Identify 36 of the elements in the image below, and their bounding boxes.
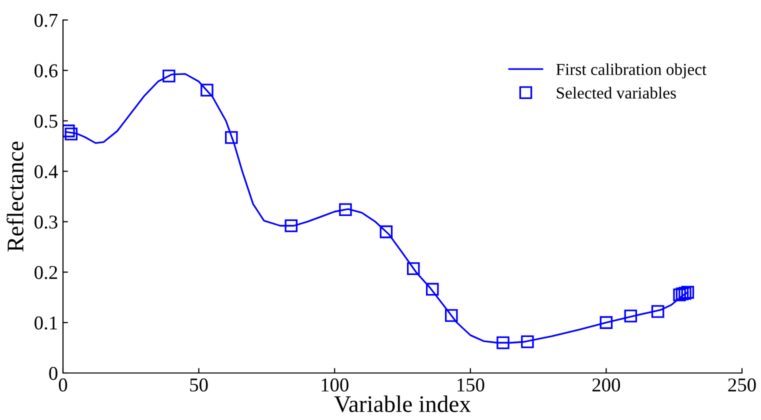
y-tick-label: 0.4 bbox=[34, 165, 58, 178]
point bbox=[64, 128, 78, 140]
point bbox=[406, 262, 420, 276]
point bbox=[63, 124, 75, 138]
point bbox=[521, 335, 534, 348]
y-tick-label: 0.6 bbox=[34, 64, 58, 78]
point bbox=[225, 131, 238, 144]
point bbox=[339, 203, 352, 216]
point bbox=[162, 70, 176, 82]
point bbox=[284, 219, 298, 232]
legend-label: First calibration object bbox=[556, 63, 707, 78]
point bbox=[651, 305, 664, 318]
x-axis-title: Variable index bbox=[334, 395, 471, 412]
y-tick-label: 0 bbox=[49, 366, 58, 380]
point bbox=[624, 310, 638, 322]
y-tick-label: 0.2 bbox=[34, 266, 58, 280]
legend-label: Selected variables bbox=[556, 86, 676, 99]
y-axis-title: Reflectance bbox=[6, 142, 24, 252]
x-tick-label: 100 bbox=[322, 378, 348, 392]
x-tick-label: 150 bbox=[458, 378, 484, 392]
x-tick-label: 50 bbox=[190, 378, 208, 392]
y-tick-label: 0.5 bbox=[34, 114, 58, 128]
y-tick-label: 0.3 bbox=[34, 216, 58, 229]
y-tick-label: 0.7 bbox=[34, 14, 58, 28]
y-tick-label: 0.1 bbox=[34, 316, 57, 330]
point bbox=[444, 309, 458, 322]
point bbox=[600, 316, 613, 329]
x-tick-label: 200 bbox=[592, 378, 620, 392]
point bbox=[200, 84, 214, 96]
point bbox=[426, 282, 439, 296]
point bbox=[380, 225, 393, 238]
point bbox=[673, 288, 686, 302]
x-tick-label: 0 bbox=[58, 378, 68, 392]
point bbox=[496, 336, 510, 350]
x-tick-label: 250 bbox=[728, 378, 756, 392]
point bbox=[681, 286, 694, 299]
